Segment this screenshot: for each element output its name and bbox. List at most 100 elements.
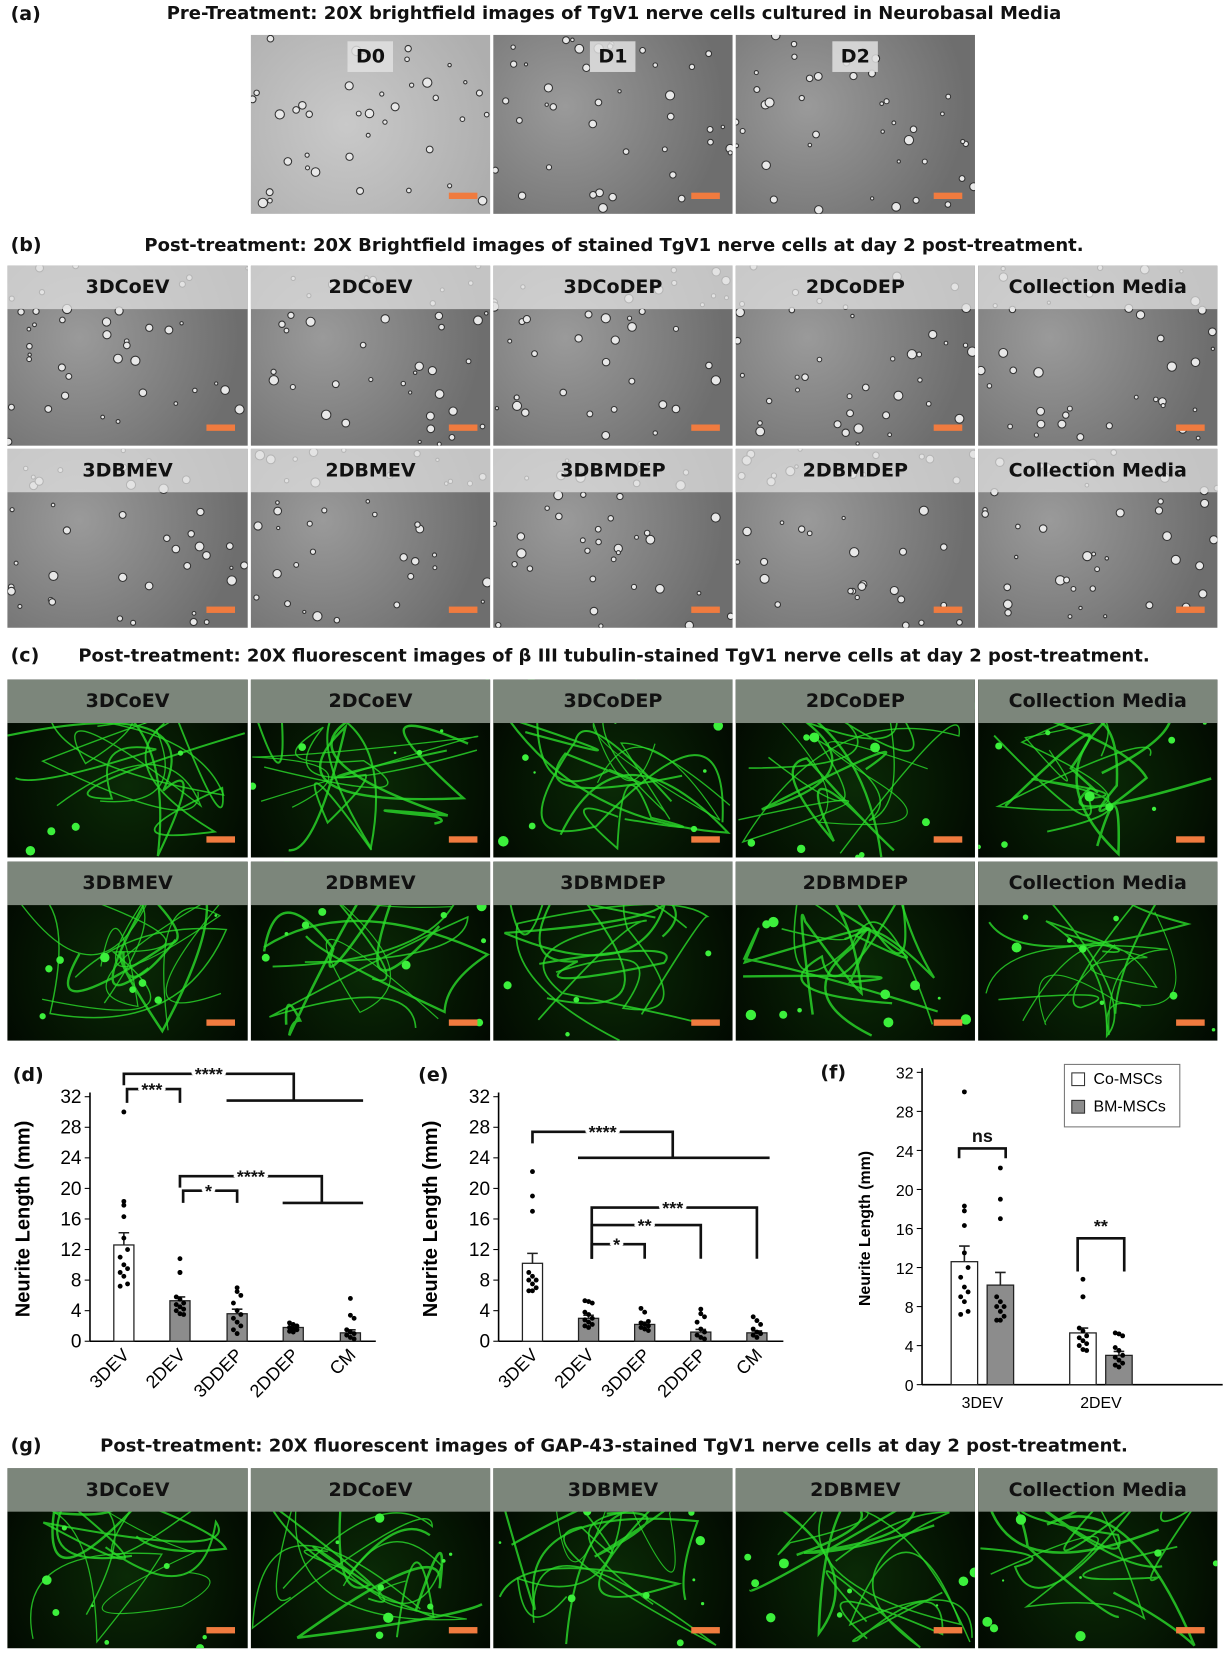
- scale-bar: [691, 424, 720, 431]
- data-point: [958, 1274, 964, 1280]
- x-tick-label: 2DEV: [1080, 1395, 1122, 1412]
- bar: [521, 1262, 544, 1342]
- micrograph-label: 3DCoEV: [7, 1468, 248, 1512]
- scale-bar: [691, 1019, 720, 1026]
- data-point: [287, 1325, 292, 1330]
- scale-bar: [1176, 1627, 1205, 1634]
- data-point: [958, 1311, 964, 1317]
- data-point: [589, 1300, 595, 1306]
- micrograph: 2DBMDEP: [735, 861, 975, 1041]
- data-point: [645, 1323, 651, 1329]
- micrograph: D2: [735, 34, 975, 214]
- data-point: [351, 1331, 357, 1337]
- micrograph-label: Collection Media: [978, 679, 1218, 724]
- data-point: [234, 1289, 240, 1295]
- scale-bar: [448, 192, 478, 200]
- data-point: [530, 1288, 535, 1294]
- y-axis-label: Neurite Length (mm): [420, 1121, 442, 1318]
- micrograph: 3DBMDEP: [493, 861, 733, 1041]
- scale-bar: [933, 606, 963, 613]
- data-point: [965, 1289, 971, 1295]
- data-point: [181, 1306, 187, 1312]
- significance-label: **: [638, 1215, 652, 1235]
- data-point: [1001, 1313, 1007, 1319]
- data-point: [1116, 1331, 1122, 1337]
- y-tick-label: 24: [896, 1144, 914, 1161]
- y-tick-label: 20: [469, 1179, 490, 1200]
- data-point: [994, 1304, 1000, 1310]
- data-point: [238, 1292, 244, 1298]
- data-point: [645, 1328, 651, 1333]
- data-point: [177, 1304, 183, 1310]
- micrograph: 2DCoDEP: [735, 265, 975, 446]
- scale-bar: [691, 1627, 720, 1634]
- data-point: [530, 1169, 535, 1175]
- data-point: [173, 1302, 179, 1308]
- bar: [226, 1313, 248, 1342]
- data-point: [1112, 1354, 1118, 1360]
- data-point: [582, 1298, 588, 1304]
- micrograph-label: Collection Media: [978, 861, 1218, 906]
- significance-bracket: [125, 1087, 182, 1103]
- data-point: [287, 1328, 292, 1334]
- data-point: [961, 1223, 967, 1229]
- micrograph-label: 3DBMDEP: [493, 448, 733, 493]
- data-point: [1080, 1276, 1086, 1282]
- legend-label: BM-MSCs: [1093, 1097, 1166, 1116]
- micrograph-texture: [980, 1468, 1218, 1647]
- scale-bar: [691, 836, 720, 843]
- data-point: [177, 1296, 183, 1302]
- data-point: [638, 1305, 644, 1311]
- data-point: [582, 1317, 588, 1323]
- significance-label: ***: [662, 1198, 683, 1218]
- data-point: [1120, 1333, 1126, 1339]
- significance-bracket: [590, 1223, 703, 1259]
- scale-bar: [691, 606, 720, 613]
- x-tick-label: 2DDEP: [246, 1345, 303, 1402]
- data-point: [125, 1247, 130, 1252]
- data-point: [181, 1312, 187, 1317]
- y-tick-label: 4: [71, 1301, 82, 1322]
- significance-label: ****: [195, 1064, 223, 1084]
- data-point: [238, 1312, 244, 1317]
- y-tick-label: 32: [896, 1066, 914, 1083]
- micrograph-label: 3DBMEV: [493, 1468, 733, 1512]
- scale-bar: [1176, 606, 1205, 613]
- data-point: [1084, 1333, 1090, 1339]
- data-point: [1112, 1345, 1118, 1350]
- data-point: [117, 1254, 123, 1260]
- data-point: [530, 1193, 535, 1199]
- panel-c-title: Post-treatment: 20X fluorescent images o…: [78, 645, 1150, 667]
- x-tick-label: 3DDEP: [597, 1345, 654, 1402]
- micrograph-label: D2: [832, 41, 879, 72]
- data-point: [177, 1270, 183, 1275]
- significance-label: *: [205, 1181, 212, 1201]
- scale-bar: [933, 836, 963, 843]
- y-tick-label: 8: [71, 1270, 82, 1291]
- scale-bar: [448, 424, 478, 431]
- y-tick-label: 32: [469, 1087, 490, 1108]
- x-tick-label: CM: [732, 1345, 766, 1379]
- data-point: [347, 1334, 353, 1340]
- data-point: [997, 1196, 1003, 1202]
- data-point: [958, 1294, 964, 1300]
- data-point: [582, 1323, 588, 1329]
- legend-swatch-co-msc: [1071, 1071, 1086, 1086]
- data-point: [586, 1299, 592, 1304]
- data-point: [238, 1323, 244, 1329]
- data-point: [754, 1329, 760, 1335]
- data-point: [961, 1203, 967, 1209]
- micrograph: Collection Media: [978, 265, 1218, 446]
- micrograph: 3DBMEV: [493, 1468, 733, 1649]
- y-tick-label: 8: [480, 1270, 491, 1291]
- significance-bracket: [181, 1189, 239, 1203]
- panel-g-label: (g): [10, 1434, 42, 1457]
- micrograph-label: 2DBMEV: [250, 861, 491, 906]
- data-point: [758, 1331, 764, 1337]
- data-point: [750, 1314, 756, 1320]
- data-point: [754, 1334, 760, 1340]
- micrograph-label: 3DCoDEP: [493, 679, 733, 724]
- micrograph-label: 2DCoEV: [250, 679, 491, 724]
- micrograph: 3DCoDEP: [493, 265, 733, 446]
- data-point: [173, 1308, 179, 1314]
